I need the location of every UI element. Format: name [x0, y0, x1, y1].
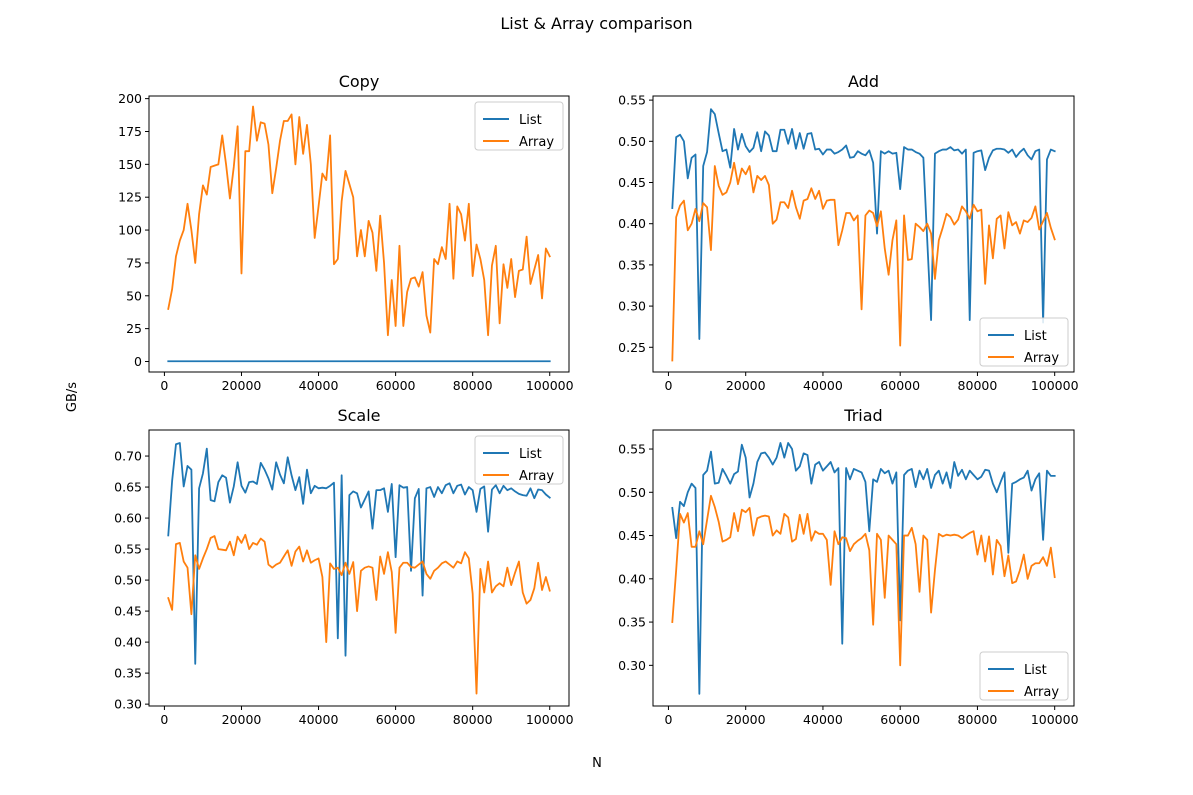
y-tick-label: 175	[118, 124, 142, 139]
axes-frame	[652, 95, 1075, 373]
y-tick-label: 0.30	[618, 658, 646, 673]
y-tick-label: 25	[126, 321, 142, 336]
x-tick-label: 60000	[880, 712, 920, 727]
legend: List Array	[979, 651, 1069, 701]
y-tick-label: 0.25	[618, 340, 646, 355]
x-tick-label: 20000	[726, 378, 766, 393]
y-tick-label: 0.50	[618, 485, 646, 500]
series-line-list	[671, 442, 1056, 695]
y-tick-label: 0.65	[114, 480, 142, 495]
x-tick-label: 40000	[299, 378, 339, 393]
legend-label: Array	[519, 469, 554, 484]
legend-label: List	[519, 113, 542, 128]
axes-frame	[652, 429, 1075, 707]
figure-ylabel: GB/s	[65, 382, 80, 412]
y-tick-label: 0.30	[114, 697, 142, 712]
legend-box	[979, 651, 1069, 701]
x-tick-label: 100000	[1031, 378, 1079, 393]
y-tick-label: 0.60	[114, 511, 142, 526]
subplot-title: Copy	[339, 72, 380, 91]
series-line-list	[167, 442, 551, 665]
x-tick-label: 40000	[803, 378, 843, 393]
legend: List Array	[474, 101, 564, 151]
subplot-triad: Triad 0 20000 40000 60000 80000 100000 0.30 0.35…	[618, 406, 1078, 727]
y-tick-label: 0.40	[618, 571, 646, 586]
x-tick-label: 60000	[376, 378, 416, 393]
y-tick-label: 0.55	[114, 542, 142, 557]
legend-label: List	[1024, 329, 1047, 344]
legend: List Array	[979, 317, 1069, 367]
legend: List Array	[474, 435, 564, 485]
y-tick-label: 0.55	[618, 93, 646, 108]
y-tick-label: 0.40	[618, 216, 646, 231]
series-line-list	[671, 108, 1056, 340]
x-tick-label: 60000	[880, 378, 920, 393]
x-tick-label: 80000	[958, 378, 998, 393]
x-tick-label: 0	[664, 378, 672, 393]
x-tick-label: 40000	[299, 712, 339, 727]
series-line-array	[167, 533, 551, 695]
y-tick-label: 0.50	[114, 573, 142, 588]
x-tick-label: 60000	[376, 712, 416, 727]
x-tick-label: 100000	[1031, 712, 1079, 727]
y-tick-label: 0.40	[114, 635, 142, 650]
y-tick-label: 0.45	[618, 528, 646, 543]
subplot-scale: Scale 0 20000 40000 60000 80000 100000 0.30 0.35…	[114, 406, 573, 727]
figure-title: List & Array comparison	[500, 14, 692, 33]
y-tick-label: 0.55	[618, 442, 646, 457]
legend-label: Array	[519, 135, 554, 150]
x-tick-label: 0	[664, 712, 672, 727]
legend-box	[474, 101, 564, 151]
y-tick-label: 0	[134, 354, 142, 369]
axes-frame	[148, 95, 570, 373]
legend-label: List	[519, 447, 542, 462]
y-tick-label: 0.35	[618, 615, 646, 630]
legend-label: Array	[1024, 351, 1059, 366]
y-tick-label: 50	[126, 288, 142, 303]
y-tick-label: 200	[118, 91, 142, 106]
y-tick-label: 75	[126, 255, 142, 270]
subplot-title: Triad	[843, 406, 882, 425]
series-line-array	[671, 494, 1056, 667]
x-tick-label: 100000	[526, 378, 574, 393]
y-tick-label: 0.35	[114, 666, 142, 681]
legend-label: List	[1024, 663, 1047, 678]
subplot-title: Scale	[337, 406, 380, 425]
x-tick-label: 0	[160, 712, 168, 727]
x-tick-label: 80000	[453, 378, 493, 393]
figure-xlabel: N	[592, 756, 602, 771]
subplot-title: Add	[848, 72, 879, 91]
series-line-array	[671, 161, 1056, 362]
y-tick-label: 125	[118, 190, 142, 205]
x-tick-label: 20000	[222, 378, 262, 393]
y-tick-label: 150	[118, 157, 142, 172]
y-tick-label: 0.50	[618, 134, 646, 149]
subplot-copy: Copy 0 20000 40000 60000 80000 100000 0 25 50 75 10…	[118, 72, 573, 393]
y-tick-label: 0.45	[618, 175, 646, 190]
y-tick-label: 0.30	[618, 299, 646, 314]
subplot-add: Add 0 20000 40000 60000 80000 100000 0.25 0.30 0.…	[618, 72, 1078, 393]
series-line-array	[167, 105, 551, 337]
x-tick-label: 20000	[222, 712, 262, 727]
y-tick-label: 0.70	[114, 449, 142, 464]
y-tick-label: 100	[118, 223, 142, 238]
legend-box	[979, 317, 1069, 367]
y-tick-label: 0.45	[114, 604, 142, 619]
x-tick-label: 20000	[726, 712, 766, 727]
legend-box	[474, 435, 564, 485]
x-tick-label: 80000	[958, 712, 998, 727]
x-tick-label: 80000	[453, 712, 493, 727]
x-tick-label: 100000	[526, 712, 574, 727]
axes-frame	[148, 429, 570, 707]
x-tick-label: 0	[160, 378, 168, 393]
x-tick-label: 40000	[803, 712, 843, 727]
legend-label: Array	[1024, 685, 1059, 700]
y-tick-label: 0.35	[618, 257, 646, 272]
